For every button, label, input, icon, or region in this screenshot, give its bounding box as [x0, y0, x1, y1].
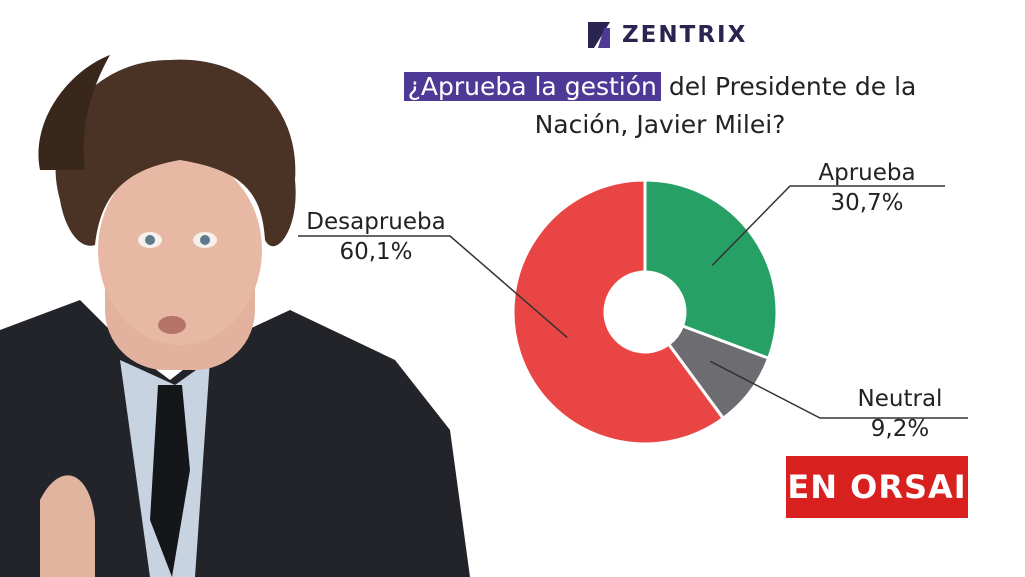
label-aprueba: Aprueba 30,7% [812, 158, 922, 218]
logo-text: ZENTRIX [622, 22, 748, 48]
title-highlight: ¿Aprueba la gestión [403, 72, 661, 101]
leader-line-aprueba [711, 185, 945, 266]
label-desaprueba-value: 60,1% [339, 239, 413, 265]
label-desaprueba-name: Desaprueba [306, 209, 446, 235]
person-photo [0, 55, 470, 577]
chart-title: ¿Aprueba la gestión del Presidente de la… [380, 68, 940, 144]
title-line2: Nación, Javier Milei? [534, 110, 786, 139]
label-aprueba-name: Aprueba [818, 160, 916, 186]
label-desaprueba: Desaprueba 60,1% [292, 207, 460, 267]
en-orsai-badge: EN ORSAI [786, 456, 968, 518]
label-neutral-value: 9,2% [870, 416, 930, 442]
slice-desaprueba [511, 178, 726, 446]
title-line1-rest: del Presidente de la [660, 72, 917, 101]
zentrix-logo-icon [588, 22, 610, 48]
leader-line-neutral [709, 360, 968, 419]
leader-line-desaprueba [298, 235, 568, 339]
label-neutral-name: Neutral [857, 386, 943, 412]
label-neutral: Neutral 9,2% [845, 384, 955, 444]
label-aprueba-value: 30,7% [830, 190, 904, 216]
slice-aprueba [643, 178, 779, 361]
zentrix-logo: ZENTRIX [584, 18, 747, 52]
